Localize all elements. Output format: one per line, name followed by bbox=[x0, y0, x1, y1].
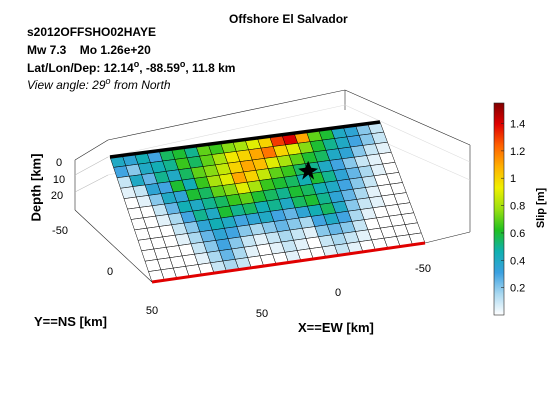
box-gridline bbox=[74, 156, 109, 176]
depth-value: , 11.8 km bbox=[185, 61, 236, 75]
box-edge bbox=[424, 231, 471, 244]
box-gridline bbox=[107, 104, 346, 158]
view-angle-line: View angle: 29o from North bbox=[27, 76, 171, 93]
box-gridline bbox=[344, 104, 471, 163]
ns-axis-label: Y==NS [km] bbox=[34, 314, 107, 329]
degree-sup-1: o bbox=[133, 59, 140, 69]
fault-top-edge bbox=[109, 120, 381, 159]
mw-label: Mw 7.3 bbox=[27, 43, 67, 57]
ew-tick-label: 0 bbox=[335, 287, 341, 299]
fault-bottom-edge bbox=[151, 241, 426, 284]
colorbar: 0.2 0.4 0.6 0.8 1 1.2 1.4 bbox=[493, 102, 525, 316]
box-edge bbox=[107, 89, 346, 141]
lon-value: , -88.59 bbox=[139, 61, 180, 75]
view-angle-suffix: from North bbox=[110, 78, 171, 92]
view-angle-prefix: View angle: 29 bbox=[27, 78, 106, 92]
depth-tick-label: 0 bbox=[56, 157, 62, 169]
chart-title: Offshore El Salvador bbox=[229, 12, 348, 26]
colorbar-tick-label: 0.6 bbox=[510, 228, 525, 240]
box-edge bbox=[74, 139, 109, 161]
colorbar-tick-label: 1 bbox=[510, 173, 516, 185]
box-front-lines bbox=[109, 120, 426, 284]
location-line: Lat/Lon/Dep: 12.14o, -88.59o, 11.8 km bbox=[27, 59, 236, 76]
degree-sup-3: o bbox=[105, 76, 111, 86]
box-gridline bbox=[74, 174, 109, 193]
ns-tick-label: -50 bbox=[52, 225, 68, 237]
colorbar-tick-label: 0.2 bbox=[510, 283, 525, 295]
event-id: s2012OFFSHO02HAYE bbox=[27, 25, 156, 39]
magnitude-line: Mw 7.3 Mo 1.26e+20 bbox=[27, 43, 151, 57]
slip-cells bbox=[109, 121, 426, 283]
hypocenter-star bbox=[298, 160, 319, 180]
lat-value: Lat/Lon/Dep: 12.14 bbox=[27, 61, 134, 75]
colorbar-tick-label: 0.8 bbox=[510, 201, 525, 213]
colorbar-tick-label: 1.4 bbox=[510, 119, 525, 131]
box-back-lines bbox=[74, 89, 471, 283]
colorbar-gradient bbox=[493, 102, 505, 316]
colorbar-tick-label: 1.2 bbox=[510, 146, 525, 158]
axis-ticks: 0 10 20 -50 0 50 -50 0 50 bbox=[51, 157, 431, 320]
ew-tick-label: -50 bbox=[415, 263, 431, 275]
mo-label: Mo 1.26e+20 bbox=[79, 43, 151, 57]
depth-tick-label: 20 bbox=[51, 190, 63, 202]
degree-sup-2: o bbox=[179, 59, 186, 69]
ns-tick-label: 0 bbox=[107, 266, 113, 278]
colorbar-label: Slip [m] bbox=[535, 187, 547, 229]
depth-axis-label: Depth [km] bbox=[28, 153, 44, 222]
colorbar-tick-label: 0.4 bbox=[510, 255, 525, 267]
ew-tick-label: 50 bbox=[256, 308, 268, 320]
box-edge bbox=[74, 209, 153, 283]
box-edge bbox=[344, 89, 471, 146]
ns-tick-label: 50 bbox=[146, 305, 158, 317]
ew-axis-label: X==EW [km] bbox=[298, 320, 374, 335]
depth-tick-label: 10 bbox=[53, 174, 65, 186]
